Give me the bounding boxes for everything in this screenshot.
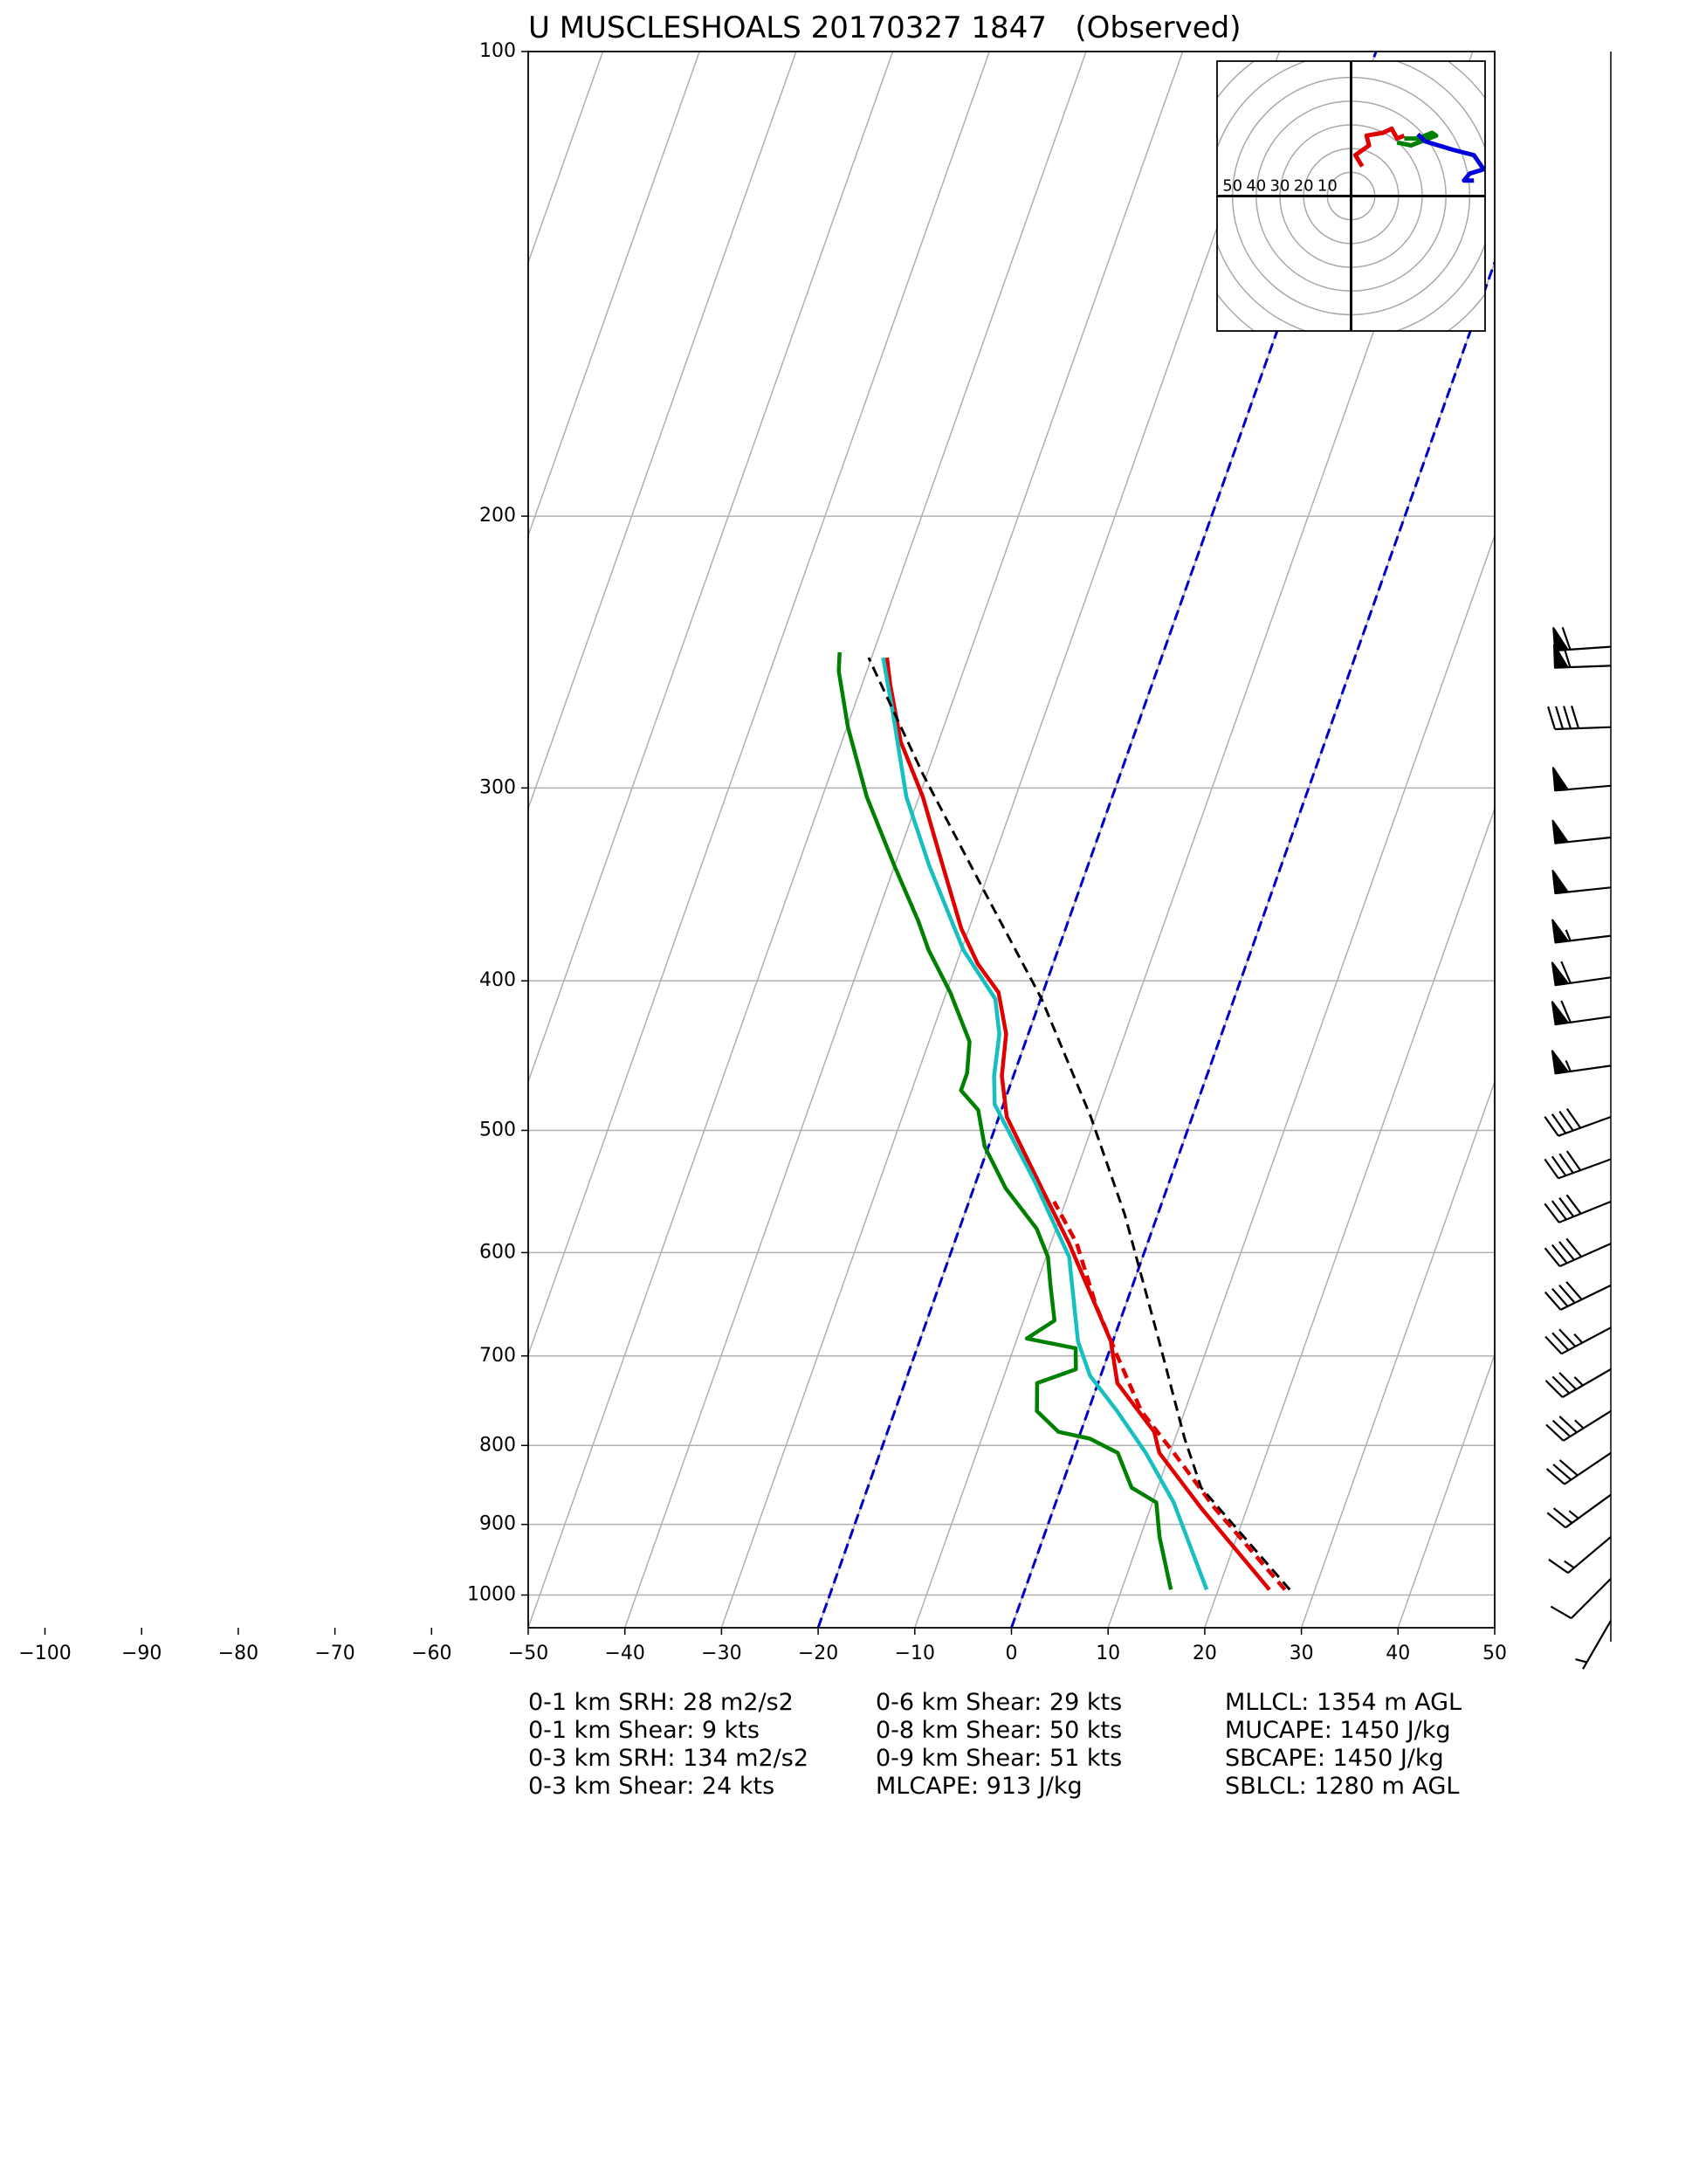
wind-barb — [1552, 627, 1612, 652]
wind-barb — [1547, 705, 1612, 731]
profile-line — [836, 651, 1173, 1590]
x-tick-label: 30 — [1290, 1643, 1314, 1664]
x-tick-label: 10 — [1096, 1643, 1120, 1664]
stat-text: SBCAPE: 1450 J/kg — [1225, 1745, 1444, 1772]
y-tick-label: 1000 — [467, 1584, 516, 1606]
stat-text: 0-6 km Shear: 29 kts — [876, 1689, 1122, 1716]
wind-barb — [1544, 1194, 1612, 1223]
isotherm — [720, 52, 1281, 1628]
wind-barb — [1544, 1281, 1612, 1311]
isotherm — [1204, 806, 1495, 1628]
wind-barb — [1545, 1409, 1612, 1442]
hodograph-ring-label: 30 — [1270, 177, 1290, 196]
x-tick-label: 0 — [1006, 1643, 1018, 1664]
wind-barb — [1544, 1326, 1612, 1355]
y-tick-label: 900 — [479, 1513, 516, 1535]
wind-barb — [1550, 1578, 1612, 1620]
hodograph-ring-label: 50 — [1222, 177, 1242, 196]
isotherm — [528, 52, 700, 538]
wind-barb — [1551, 961, 1612, 987]
y-tick-label: 200 — [479, 505, 516, 527]
stat-text: 0-8 km Shear: 50 kts — [876, 1717, 1122, 1744]
chart-title: U MUSCLESHOALS 20170327 1847 (Observed) — [528, 10, 1241, 45]
wind-barb — [1551, 919, 1612, 944]
stat-text: MUCAPE: 1450 J/kg — [1225, 1717, 1451, 1744]
wind-barb — [1544, 1368, 1612, 1398]
isotherm — [0, 52, 217, 1628]
profile-line — [881, 657, 1209, 1591]
plot-frame — [527, 51, 1496, 1629]
y-tick-label: 300 — [479, 776, 516, 798]
y-tick-label: 700 — [479, 1345, 516, 1367]
isotherm — [0, 52, 120, 1628]
stat-text: 0-9 km Shear: 51 kts — [876, 1745, 1122, 1772]
x-tick-label: 50 — [1482, 1643, 1507, 1664]
hodograph-line — [1352, 126, 1406, 168]
isotherm — [623, 52, 1184, 1628]
wind-barb — [1544, 1237, 1612, 1268]
wind-barb — [1551, 1050, 1612, 1075]
isotherm — [528, 52, 797, 811]
wind-barb — [1551, 870, 1612, 895]
x-tick-label: −30 — [701, 1643, 741, 1664]
wind-barb — [1544, 1107, 1612, 1137]
y-tick-label: 100 — [479, 40, 516, 62]
x-tick-label: −100 — [18, 1643, 71, 1664]
stat-text: 0-3 km SRH: 134 m2/s2 — [528, 1745, 808, 1772]
x-tick-label: −80 — [218, 1643, 258, 1664]
wind-barb — [1551, 767, 1612, 792]
x-tick-label: −40 — [604, 1643, 644, 1664]
y-tick-label: 800 — [479, 1434, 516, 1456]
profile-line — [867, 657, 1291, 1591]
isotherm — [528, 52, 604, 265]
hodograph-line — [1416, 132, 1485, 183]
wind-barb — [1575, 1620, 1612, 1670]
x-tick-label: −70 — [314, 1643, 354, 1664]
isotherm — [0, 52, 506, 1628]
x-tick-label: 40 — [1386, 1643, 1410, 1664]
wind-barb — [1546, 1493, 1612, 1529]
wind-barb — [1551, 819, 1612, 844]
x-tick-label: −10 — [895, 1643, 935, 1664]
hodograph-ring-label: 20 — [1294, 177, 1314, 196]
x-tick-label: 20 — [1193, 1643, 1217, 1664]
x-tick-label: −50 — [508, 1643, 548, 1664]
y-tick-label: 400 — [479, 969, 516, 991]
y-tick-label: 600 — [479, 1241, 516, 1263]
stat-text: MLLCL: 1354 m AGL — [1225, 1689, 1462, 1716]
wind-barb — [1545, 1451, 1612, 1485]
hodograph-line — [1396, 130, 1439, 148]
isotherm — [528, 52, 990, 1357]
isotherm — [1397, 1353, 1495, 1628]
y-tick-label: 500 — [479, 1119, 516, 1140]
hodograph-ring-label: 10 — [1317, 177, 1338, 196]
wind-barb — [1548, 1536, 1612, 1574]
plot-area — [0, 52, 1495, 1628]
wind-barb — [1544, 1150, 1612, 1180]
wind-barb — [1551, 1000, 1612, 1026]
stat-text: MLCAPE: 913 J/kg — [876, 1773, 1083, 1800]
x-tick-label: −20 — [798, 1643, 838, 1664]
hodograph-ring-label: 40 — [1246, 177, 1266, 196]
hodograph-frame — [1216, 60, 1486, 332]
isotherm — [1107, 533, 1495, 1628]
isotherm — [0, 52, 23, 1628]
profile-line — [884, 657, 1271, 1591]
stat-text: 0-1 km Shear: 9 kts — [528, 1717, 760, 1744]
stat-text: SBLCL: 1280 m AGL — [1225, 1773, 1459, 1800]
isotherm — [0, 52, 313, 1628]
x-tick-label: −60 — [411, 1643, 451, 1664]
wind-barb — [1553, 644, 1612, 669]
isotherm — [1300, 1079, 1495, 1628]
hodograph — [1217, 61, 1485, 331]
x-tick-label: −90 — [121, 1643, 162, 1664]
stat-text: 0-3 km Shear: 24 kts — [528, 1773, 774, 1800]
stat-text: 0-1 km SRH: 28 m2/s2 — [528, 1689, 794, 1716]
isotherm — [528, 52, 894, 1084]
isotherm — [528, 52, 1087, 1628]
isotherm — [0, 52, 409, 1628]
profile-line — [1052, 1200, 1287, 1591]
